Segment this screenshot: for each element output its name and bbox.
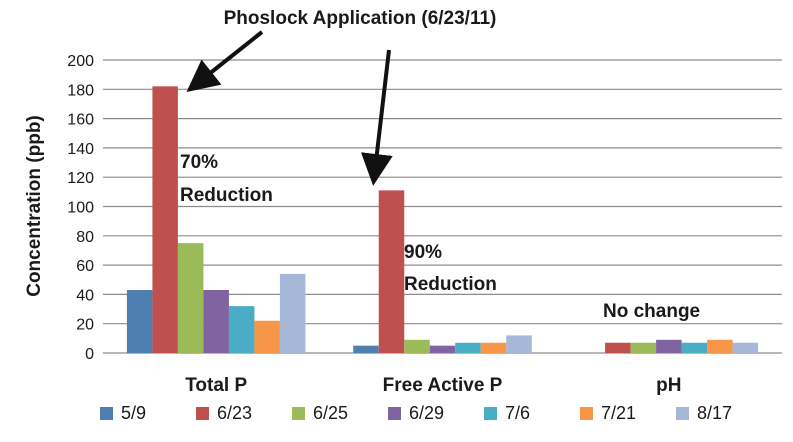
- bar-8-17-ph: [732, 342, 759, 353]
- bar-6-29-total-p: [203, 290, 229, 353]
- x-category-label: Free Active P: [383, 375, 503, 396]
- bar-7-6-total-p: [228, 306, 255, 353]
- y-axis-label: Concentration (ppb): [24, 115, 45, 297]
- bar-6-25-total-p: [177, 243, 204, 353]
- y-tick-label: 140: [67, 141, 94, 158]
- y-axis-ticks: 0 20 40 60 80 100 120 140 160 180 200: [67, 53, 94, 363]
- y-tick-label: 0: [85, 346, 94, 363]
- bar-6-25-ph: [630, 342, 657, 353]
- bar-6-23-free-active-p: [378, 190, 405, 353]
- y-tick-label: 20: [76, 317, 94, 334]
- x-category-label: pH: [656, 375, 681, 396]
- legend-swatch: [580, 407, 593, 420]
- y-tick-label: 120: [67, 170, 94, 187]
- bar-6-23-ph: [605, 342, 631, 353]
- bar-6-23-total-p: [152, 86, 178, 354]
- y-tick-label: 60: [76, 258, 94, 275]
- bar-series: [126, 86, 759, 354]
- arrow-total-p: [186, 30, 264, 92]
- bar-7-21-total-p: [254, 320, 280, 353]
- bar-6-29-ph: [656, 339, 682, 353]
- legend-swatch: [388, 407, 401, 420]
- free-active-p-reduction-percent: 90%: [404, 242, 442, 263]
- bar-7-21-ph: [707, 339, 733, 353]
- bar-8-17-total-p: [279, 273, 306, 353]
- y-tick-label: 200: [67, 53, 94, 70]
- bar-7-6-free-active-p: [455, 342, 481, 353]
- legend-label: 8/17: [697, 403, 732, 423]
- bar-7-21-free-active-p: [480, 342, 507, 353]
- bar-5-9-total-p: [126, 290, 153, 353]
- total-p-reduction-percent: 70%: [180, 152, 218, 173]
- y-tick-label: 100: [67, 200, 94, 217]
- arrow-free-active-p: [360, 49, 393, 186]
- legend-label: 5/9: [121, 403, 146, 423]
- y-tick-label: 40: [76, 287, 94, 304]
- bar-6-25-free-active-p: [404, 339, 430, 353]
- bar-6-29-free-active-p: [429, 345, 456, 353]
- ph-no-change-label: No change: [603, 301, 700, 322]
- legend-swatch: [196, 407, 209, 420]
- legend-label: 7/6: [505, 403, 530, 423]
- legend-label: 6/25: [313, 403, 348, 423]
- free-active-p-reduction-label: Reduction: [404, 274, 497, 295]
- total-p-reduction-label: Reduction: [180, 185, 273, 206]
- phoslock-application-annotation: Phoslock Application (6/23/11): [224, 8, 497, 29]
- legend-swatch: [484, 407, 497, 420]
- y-tick-label: 160: [67, 112, 94, 129]
- bar-5-9-free-active-p: [353, 345, 379, 353]
- legend-swatch: [100, 407, 113, 420]
- legend-swatch: [676, 407, 689, 420]
- legend-label: 6/23: [217, 403, 252, 423]
- legend-label: 6/29: [409, 403, 444, 423]
- y-tick-label: 180: [67, 82, 94, 99]
- category-labels: Total P Free Active P pH: [185, 375, 681, 396]
- legend: 5/9 6/23 6/25 6/29 7/6 7/21 8/17: [100, 403, 732, 423]
- legend-swatch: [292, 407, 305, 420]
- x-category-label: Total P: [185, 375, 247, 396]
- y-tick-label: 80: [76, 229, 94, 246]
- bar-7-6-ph: [681, 342, 708, 353]
- legend-label: 7/21: [601, 403, 636, 423]
- bar-8-17-free-active-p: [506, 335, 532, 353]
